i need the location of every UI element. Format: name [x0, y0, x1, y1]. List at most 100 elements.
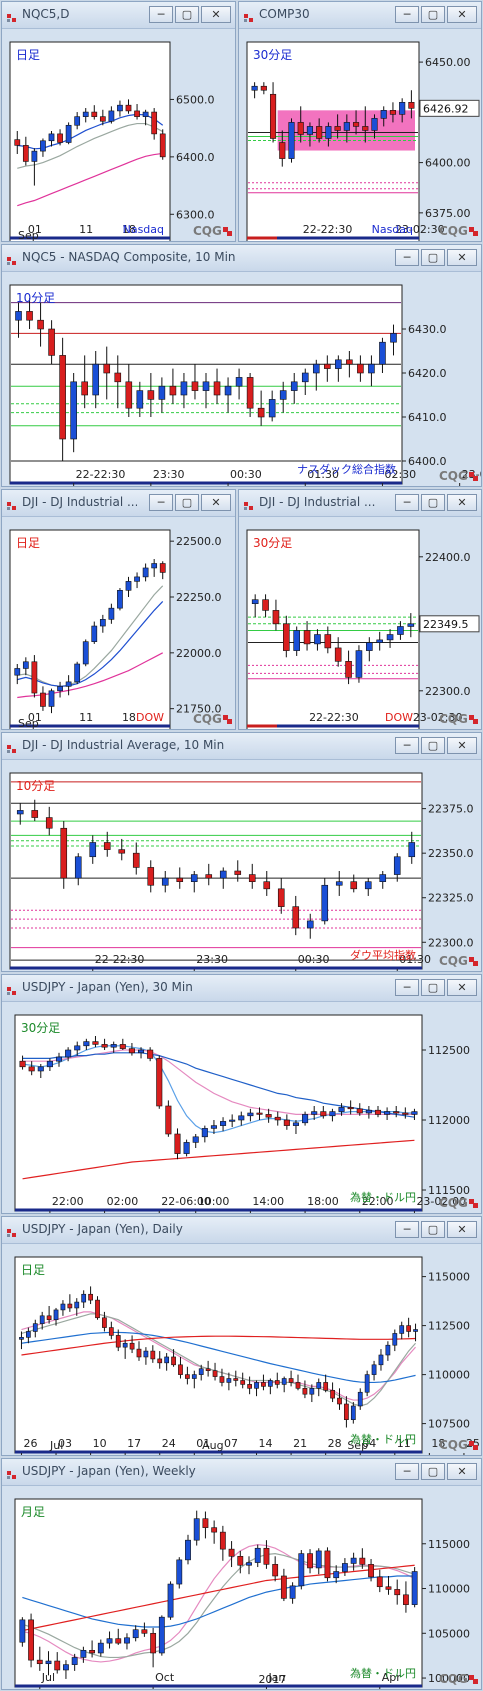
candle[interactable] [384, 1107, 391, 1120]
candle[interactable] [324, 1547, 331, 1582]
candle[interactable] [142, 109, 149, 126]
candle[interactable] [117, 100, 123, 117]
candle[interactable] [63, 1660, 69, 1679]
candle[interactable] [102, 1311, 107, 1332]
candle[interactable] [125, 364, 133, 417]
candle[interactable] [345, 650, 352, 685]
candle[interactable] [74, 661, 81, 685]
candle[interactable] [31, 655, 38, 698]
candle[interactable] [19, 1055, 26, 1070]
candle[interactable] [376, 631, 383, 651]
candle[interactable] [40, 686, 46, 711]
candle[interactable] [413, 1323, 418, 1342]
candle[interactable] [365, 1106, 372, 1119]
candle[interactable] [262, 594, 269, 618]
candle[interactable] [408, 831, 416, 864]
candle[interactable] [323, 1374, 329, 1393]
candle[interactable] [59, 337, 66, 461]
candle[interactable] [311, 1106, 318, 1120]
candle[interactable] [60, 1300, 66, 1316]
candle[interactable] [324, 626, 332, 654]
candle[interactable] [290, 373, 298, 404]
candle[interactable] [65, 675, 72, 696]
candle[interactable] [212, 1362, 218, 1381]
candle[interactable] [229, 1114, 236, 1127]
candle[interactable] [379, 871, 387, 889]
candle[interactable] [281, 1376, 287, 1393]
candle[interactable] [31, 148, 38, 186]
maximize-button[interactable]: ▢ [175, 6, 199, 23]
chart-window[interactable]: USDJPY - Japan (Yen), Daily ─ ▢ ✕ 115000 1125… [1, 1216, 482, 1456]
candle[interactable] [191, 364, 199, 400]
candle[interactable] [213, 368, 221, 404]
candle[interactable] [306, 122, 314, 147]
close-button[interactable]: ✕ [447, 494, 477, 511]
candle[interactable] [46, 1306, 52, 1324]
maximize-button[interactable]: ▢ [421, 1463, 445, 1480]
candle[interactable] [272, 599, 280, 631]
candle[interactable] [147, 860, 155, 893]
candle[interactable] [193, 1510, 200, 1546]
price-chart[interactable]: 6500.0 6400.0 6300.0 01 11 18 Sep 日足 Nasdaq CQG [2, 28, 235, 241]
candle[interactable] [15, 302, 22, 338]
plot-area[interactable] [14, 1014, 423, 1212]
candle[interactable] [247, 1108, 254, 1122]
price-chart[interactable]: 22500.0 22250.0 22000.0 21750.0 01 11 18 Sep 日足 D… [2, 516, 235, 729]
candle[interactable] [337, 1388, 342, 1410]
candle[interactable] [357, 355, 364, 382]
candle[interactable] [316, 1378, 322, 1397]
candle[interactable] [40, 138, 46, 157]
candle[interactable] [344, 1396, 349, 1428]
candle[interactable] [129, 1335, 135, 1354]
candle[interactable] [201, 1125, 208, 1143]
candle[interactable] [371, 1360, 377, 1381]
candle[interactable] [283, 1114, 290, 1130]
candle[interactable] [147, 1047, 154, 1062]
title-bar[interactable]: DJI - DJ Industrial ... ─ ▢ ✕ [2, 490, 235, 517]
candle[interactable] [279, 381, 287, 413]
candle[interactable] [161, 871, 169, 893]
candle[interactable] [176, 867, 184, 889]
candle[interactable] [48, 688, 55, 714]
candle[interactable] [25, 1327, 31, 1344]
candle[interactable] [240, 1372, 246, 1389]
candle[interactable] [330, 1382, 335, 1403]
candle[interactable] [19, 1331, 24, 1350]
candle[interactable] [53, 1307, 59, 1326]
close-button[interactable]: ✕ [447, 737, 477, 754]
candle[interactable] [106, 1631, 113, 1649]
candle[interactable] [371, 114, 378, 139]
candle[interactable] [32, 1319, 38, 1338]
candle[interactable] [210, 1120, 217, 1134]
candle[interactable] [309, 1384, 315, 1403]
candle[interactable] [274, 1372, 280, 1389]
minimize-button[interactable]: ─ [395, 737, 419, 754]
candle[interactable] [324, 355, 331, 382]
candle[interactable] [399, 98, 406, 123]
candle[interactable] [235, 368, 243, 400]
close-button[interactable]: ✕ [447, 1463, 477, 1480]
candle[interactable] [99, 614, 106, 633]
candle[interactable] [67, 1294, 73, 1312]
close-button[interactable]: ✕ [201, 494, 231, 511]
candle[interactable] [347, 1100, 354, 1115]
candle[interactable] [402, 1107, 409, 1119]
candle[interactable] [28, 1061, 35, 1076]
candle[interactable] [254, 1380, 259, 1397]
candle[interactable] [263, 871, 271, 896]
candle[interactable] [132, 842, 140, 875]
candle[interactable] [374, 1106, 382, 1118]
candle[interactable] [289, 1582, 296, 1604]
candle[interactable] [333, 1565, 340, 1584]
candle[interactable] [292, 1120, 299, 1134]
chart-window[interactable]: DJI - DJ Industrial Average, 10 Min ─ ▢ ✕ 22… [1, 732, 482, 972]
price-chart[interactable]: 6450.00 6400.00 6375.00 6426.92 22-22:30 23-0… [239, 28, 481, 241]
candle[interactable] [190, 871, 198, 893]
candle[interactable] [108, 1321, 114, 1340]
candle[interactable] [158, 377, 166, 413]
candle[interactable] [169, 368, 177, 404]
candle[interactable] [31, 799, 39, 822]
candle[interactable] [88, 1286, 93, 1305]
plot-area[interactable] [9, 41, 171, 241]
candle[interactable] [261, 1374, 266, 1391]
